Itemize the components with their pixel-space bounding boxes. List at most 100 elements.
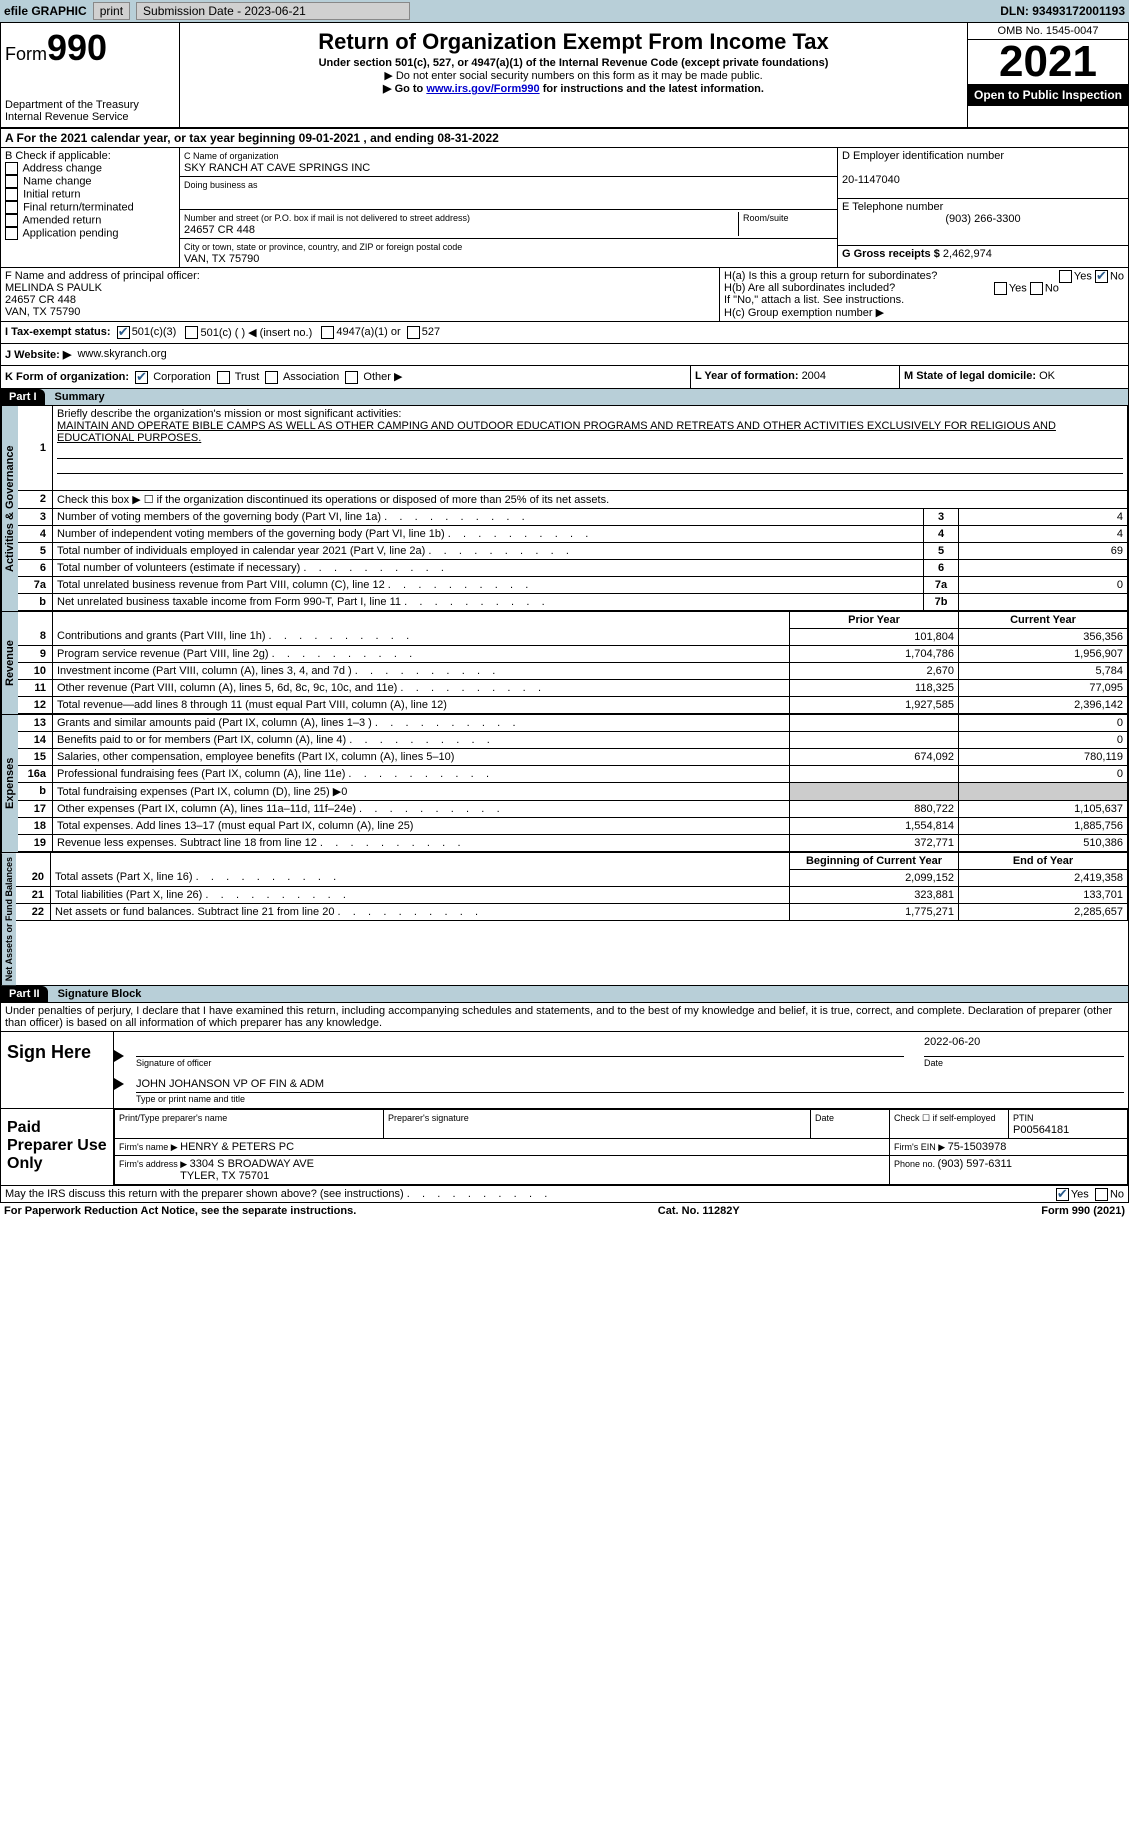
ha-yes[interactable] xyxy=(1059,270,1072,283)
irs-label: Internal Revenue Service xyxy=(5,111,175,123)
m-label: M State of legal domicile: xyxy=(904,370,1039,382)
cb-corp[interactable] xyxy=(135,371,148,384)
form-label: Form xyxy=(5,44,47,64)
page-footer: For Paperwork Reduction Act Notice, see … xyxy=(0,1203,1129,1219)
dba-label: Doing business as xyxy=(184,180,258,190)
checkbox-final-return[interactable] xyxy=(5,201,18,214)
form-number: 990 xyxy=(47,27,107,68)
part1-header: Part ISummary xyxy=(0,389,1129,406)
checkbox-initial-return[interactable] xyxy=(5,188,18,201)
paperwork-notice: For Paperwork Reduction Act Notice, see … xyxy=(4,1205,356,1217)
ha-no[interactable] xyxy=(1095,270,1108,283)
netassets-section: Net Assets or Fund Balances Beginning of… xyxy=(0,853,1129,986)
d-label: D Employer identification number xyxy=(842,150,1004,162)
print-button[interactable]: print xyxy=(93,2,130,20)
domicile: OK xyxy=(1039,370,1055,382)
sig-date: 2022-06-20 xyxy=(924,1036,1124,1054)
k-label: K Form of organization: xyxy=(5,371,129,383)
org-name: SKY RANCH AT CAVE SPRINGS INC xyxy=(184,162,370,174)
officer-addr1: 24657 CR 448 xyxy=(5,294,715,306)
vlabel-net: Net Assets or Fund Balances xyxy=(1,853,16,985)
arrow-icon xyxy=(114,1050,124,1062)
firm-phone: (903) 597-6311 xyxy=(938,1158,1012,1170)
submission-date: Submission Date - 2023-06-21 xyxy=(136,2,410,20)
l2: Check this box ▶ ☐ if the organization d… xyxy=(53,490,1128,508)
mission-text: MAINTAIN AND OPERATE BIBLE CAMPS AS WELL… xyxy=(57,420,1056,444)
line-j: J Website: ▶ www.skyranch.org xyxy=(0,344,1129,366)
hb-yes[interactable] xyxy=(994,282,1007,295)
sign-here-label: Sign Here xyxy=(1,1032,114,1108)
subtitle-3: ▶ Go to www.irs.gov/Form990 for instruct… xyxy=(184,82,963,95)
checkbox-address-change[interactable] xyxy=(5,162,18,175)
hb-note: If "No," attach a list. See instructions… xyxy=(724,294,1124,306)
vlabel-rev: Revenue xyxy=(1,612,18,714)
hb-label: H(b) Are all subordinates included? xyxy=(724,282,895,294)
efile-label: efile GRAPHIC xyxy=(4,4,87,18)
website: www.skyranch.org xyxy=(77,348,166,361)
paid-preparer-label: Paid Preparer Use Only xyxy=(1,1109,114,1185)
firm-addr1: 3304 S BROADWAY AVE xyxy=(190,1158,314,1170)
i-label: I Tax-exempt status: xyxy=(5,326,111,339)
checkbox-app-pending[interactable] xyxy=(5,227,18,240)
box-b: B Check if applicable: Address change Na… xyxy=(1,148,180,267)
l3-desc: Number of voting members of the governin… xyxy=(53,508,924,525)
discuss-row: May the IRS discuss this return with the… xyxy=(0,1186,1129,1203)
officer-name: MELINDA S PAULK xyxy=(5,282,715,294)
b-label: B Check if applicable: xyxy=(5,150,175,162)
firm-ein: 75-1503978 xyxy=(948,1141,1007,1153)
checkbox-name-change[interactable] xyxy=(5,175,18,188)
hc-label: H(c) Group exemption number ▶ xyxy=(724,306,1124,319)
vlabel-exp: Expenses xyxy=(1,715,18,852)
firm-addr2: TYLER, TX 75701 xyxy=(180,1170,269,1182)
e-label: E Telephone number xyxy=(842,201,943,213)
discuss-q: May the IRS discuss this return with the… xyxy=(5,1188,547,1200)
ptin: P00564181 xyxy=(1013,1124,1069,1136)
g-label: G Gross receipts $ xyxy=(842,248,943,260)
block-fh: F Name and address of principal officer:… xyxy=(0,268,1129,322)
cb-other[interactable] xyxy=(345,371,358,384)
prior-year-hdr: Prior Year xyxy=(790,612,959,629)
dept-treasury: Department of the Treasury xyxy=(5,99,175,111)
dln: DLN: 93493172001193 xyxy=(1000,4,1125,18)
part2-header: Part IISignature Block xyxy=(0,986,1129,1003)
sig-declaration: Under penalties of perjury, I declare th… xyxy=(0,1003,1129,1032)
officer-typed-name: JOHN JOHANSON VP OF FIN & ADM xyxy=(136,1078,1124,1090)
line-i: I Tax-exempt status: 501(c)(3) 501(c) ( … xyxy=(0,322,1129,344)
irs-link[interactable]: www.irs.gov/Form990 xyxy=(426,83,539,95)
cb-assoc[interactable] xyxy=(265,371,278,384)
checkbox-amended[interactable] xyxy=(5,214,18,227)
hb-no[interactable] xyxy=(1030,282,1043,295)
l1-label: Briefly describe the organization's miss… xyxy=(57,408,401,420)
l3-val: 4 xyxy=(959,508,1128,525)
paid-preparer-block: Paid Preparer Use Only Print/Type prepar… xyxy=(0,1109,1129,1186)
vlabel-ag: Activities & Governance xyxy=(1,406,18,611)
sign-here-block: Sign Here Signature of officer 2022-06-2… xyxy=(0,1032,1129,1109)
cb-501c[interactable] xyxy=(185,326,198,339)
bcy-hdr: Beginning of Current Year xyxy=(790,853,959,870)
discuss-no[interactable] xyxy=(1095,1188,1108,1201)
officer-addr2: VAN, TX 75790 xyxy=(5,306,715,318)
form-title: Return of Organization Exempt From Incom… xyxy=(184,29,963,55)
open-inspection: Open to Public Inspection xyxy=(968,84,1128,106)
eoy-hdr: End of Year xyxy=(959,853,1128,870)
phone: (903) 266-3300 xyxy=(842,213,1124,225)
f-label: F Name and address of principal officer: xyxy=(5,270,715,282)
city-label: City or town, state or province, country… xyxy=(184,242,462,252)
cb-trust[interactable] xyxy=(217,371,230,384)
c-name-label: C Name of organization xyxy=(184,151,279,161)
subtitle-1: Under section 501(c), 527, or 4947(a)(1)… xyxy=(184,57,963,69)
subtitle-2: ▶ Do not enter social security numbers o… xyxy=(184,69,963,82)
activities-governance: Activities & Governance 1Briefly describ… xyxy=(0,406,1129,612)
name-title-label: Type or print name and title xyxy=(136,1092,1124,1104)
room-label: Room/suite xyxy=(743,213,789,223)
sig-officer-label: Signature of officer xyxy=(136,1056,904,1068)
cb-4947[interactable] xyxy=(321,326,334,339)
date-label: Date xyxy=(924,1056,1124,1068)
cb-527[interactable] xyxy=(407,326,420,339)
ha-label: H(a) Is this a group return for subordin… xyxy=(724,270,937,282)
ein: 20-1147040 xyxy=(842,174,900,186)
gross-receipts: 2,462,974 xyxy=(943,248,992,260)
cb-501c3[interactable] xyxy=(117,326,130,339)
discuss-yes[interactable] xyxy=(1056,1188,1069,1201)
arrow-icon xyxy=(114,1078,124,1090)
